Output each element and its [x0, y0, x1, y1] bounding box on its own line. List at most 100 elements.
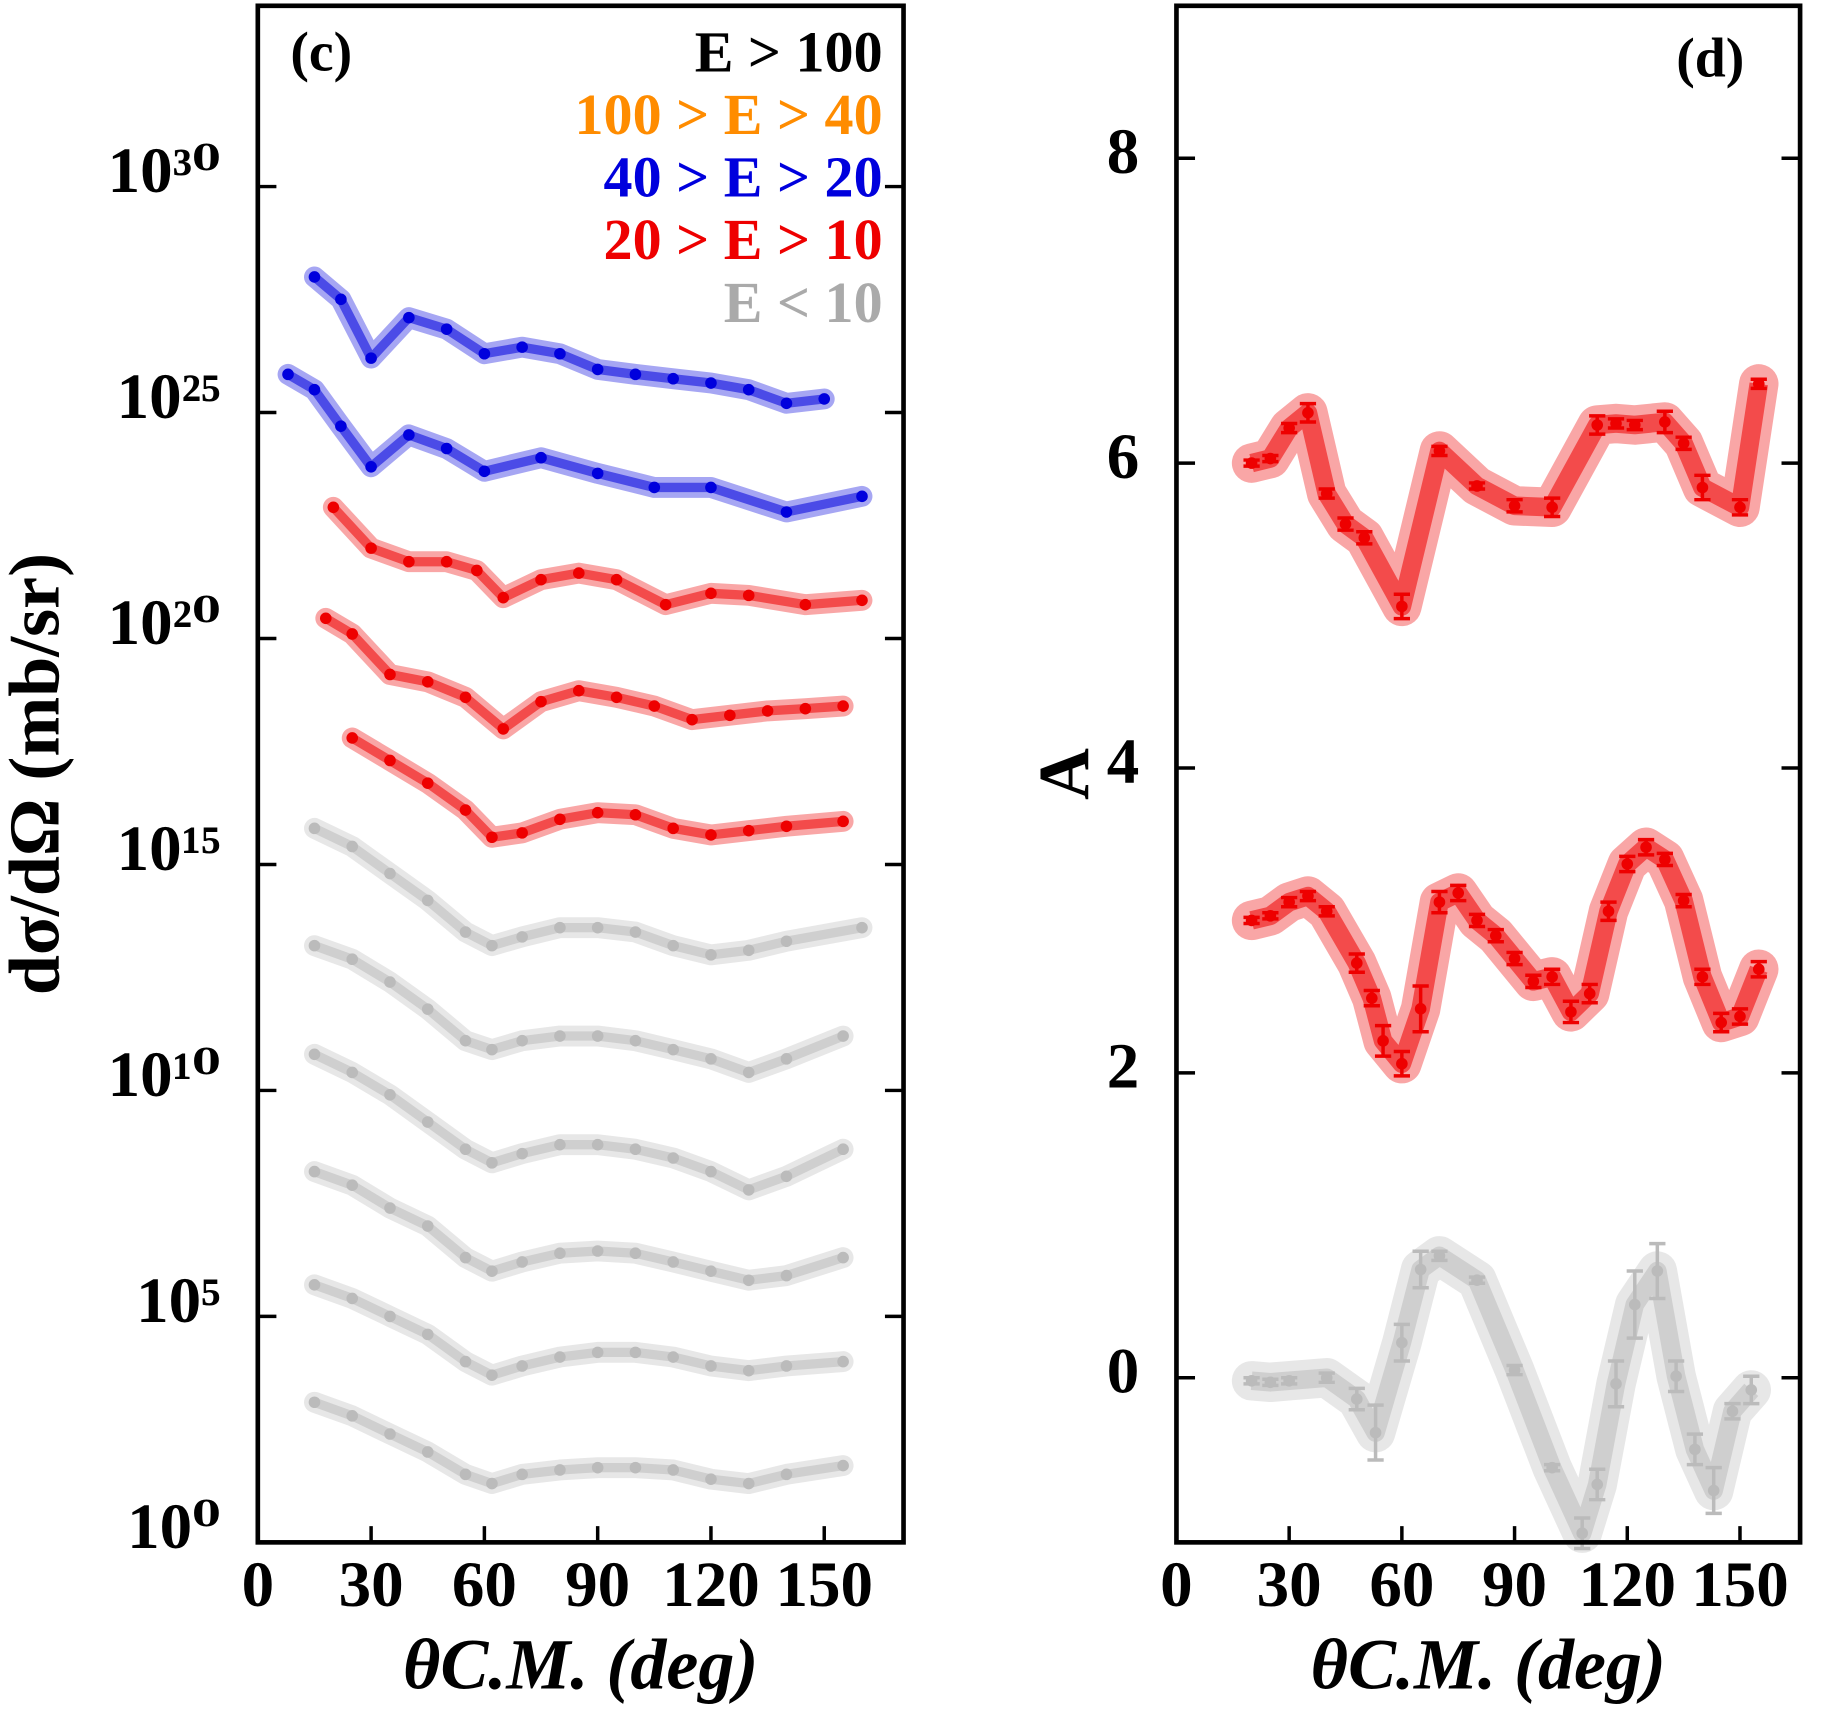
- legend-entry: E < 10: [724, 270, 883, 335]
- model-line: [1249, 837, 1768, 1073]
- data-point: [667, 1043, 679, 1056]
- data-point: [667, 939, 679, 952]
- data-point: [629, 1247, 642, 1260]
- data-point: [837, 1143, 849, 1156]
- data-point: [1283, 896, 1295, 908]
- data-point: [705, 1165, 717, 1178]
- data-point: [535, 451, 547, 464]
- data-point: [591, 921, 604, 934]
- model-line: [312, 941, 845, 1078]
- y-tick-label: 8: [1107, 116, 1140, 188]
- data-point: [1752, 378, 1765, 390]
- data-point: [1350, 957, 1363, 969]
- data-point: [535, 695, 547, 708]
- data-point: [705, 1053, 717, 1065]
- data-point: [591, 1138, 604, 1151]
- data-point: [1369, 1426, 1382, 1439]
- data-point: [1302, 890, 1314, 902]
- data-point: [554, 1030, 566, 1042]
- data-point: [1471, 1274, 1483, 1286]
- data-point: [308, 939, 321, 952]
- data-point: [742, 944, 755, 957]
- x-tick-label: 30: [1257, 1549, 1322, 1621]
- data-point: [308, 1048, 321, 1061]
- data-point: [384, 1202, 396, 1214]
- data-point: [1508, 952, 1521, 965]
- y-tick-label: 10¹⁵: [117, 813, 221, 885]
- data-point: [1471, 914, 1483, 927]
- data-point: [742, 1066, 755, 1079]
- data-point: [516, 341, 528, 353]
- data-point: [554, 347, 566, 360]
- data-point: [705, 949, 717, 961]
- data-point: [667, 372, 679, 385]
- data-point: [346, 1410, 359, 1422]
- data-point: [837, 700, 849, 712]
- x-tick-label: 150: [775, 1549, 873, 1621]
- data-point: [554, 1351, 566, 1363]
- data-point: [440, 442, 453, 455]
- data-point: [486, 831, 498, 844]
- data-point: [403, 311, 415, 324]
- data-point: [780, 1360, 793, 1372]
- data-point: [319, 612, 332, 625]
- data-point: [459, 691, 472, 704]
- data-point: [459, 1251, 472, 1264]
- data-point: [837, 1030, 849, 1042]
- data-point: [610, 573, 623, 586]
- band: [304, 817, 873, 966]
- data-point: [659, 598, 672, 611]
- data-point: [837, 1355, 849, 1368]
- data-point: [591, 1461, 604, 1474]
- data-point: [1726, 1405, 1739, 1418]
- data-point: [1621, 858, 1634, 870]
- legend-entry: 40 > E > 20: [604, 145, 883, 210]
- data-point: [459, 926, 472, 938]
- data-point: [1659, 853, 1671, 866]
- data-point: [724, 709, 736, 722]
- data-point: [459, 1355, 472, 1368]
- data-point: [459, 1143, 472, 1156]
- legend-entry: E > 100: [695, 19, 883, 84]
- data-point: [384, 976, 396, 988]
- data-point: [610, 691, 623, 704]
- data-point: [516, 827, 528, 839]
- data-point: [308, 1396, 321, 1409]
- data-point: [1670, 1370, 1682, 1383]
- x-tick-label: 90: [1482, 1549, 1547, 1621]
- data-point: [780, 397, 793, 410]
- data-point: [384, 867, 396, 880]
- data-point: [818, 393, 831, 405]
- x-tick-label: 60: [1369, 1549, 1434, 1621]
- data-point: [1320, 487, 1333, 500]
- y-tick-label: 6: [1107, 421, 1140, 493]
- data-point: [478, 465, 491, 478]
- data-point: [705, 377, 717, 389]
- data-point: [572, 567, 585, 579]
- data-point: [799, 702, 812, 715]
- data-point: [1583, 987, 1596, 1000]
- x-tick-label: 150: [1691, 1549, 1789, 1621]
- data-point: [554, 1464, 566, 1476]
- model-line: [349, 733, 844, 842]
- data-point: [384, 1089, 396, 1101]
- data-point: [705, 1473, 717, 1485]
- data-point: [705, 587, 717, 600]
- data-point: [1433, 896, 1446, 908]
- data-point: [497, 723, 510, 735]
- data-point: [856, 490, 868, 503]
- y-tick-label: 10²⁵: [117, 361, 221, 433]
- data-point: [742, 383, 755, 396]
- data-point: [1452, 887, 1465, 899]
- data-point: [471, 564, 483, 577]
- data-point: [705, 481, 717, 494]
- y-tick-label: 10¹⁰: [108, 1039, 221, 1111]
- data-point: [1734, 1010, 1746, 1023]
- data-point: [799, 598, 812, 611]
- data-point: [761, 705, 774, 717]
- data-point: [486, 939, 498, 952]
- y-tick-label: 10⁰: [127, 1491, 221, 1563]
- data-point: [629, 1143, 642, 1156]
- data-point: [856, 594, 868, 607]
- y-axis-label: dσ/dΩ (mb/sr): [0, 553, 74, 995]
